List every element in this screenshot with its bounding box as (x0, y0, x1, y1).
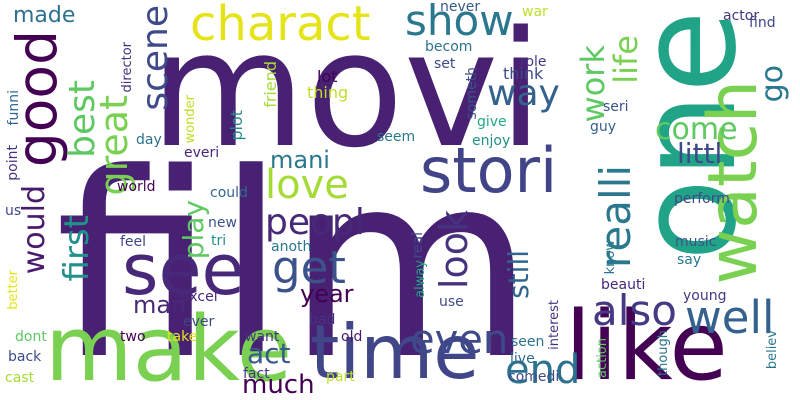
word-interest: interest (547, 300, 562, 350)
word-never: never (440, 0, 481, 15)
word-look: look (432, 210, 476, 290)
word-show: show (405, 0, 514, 45)
word-life: life (607, 35, 645, 84)
word-everi: everi (184, 145, 220, 161)
word-film: film (55, 119, 535, 400)
word-anoth: anoth (271, 239, 312, 255)
word-play: play (177, 200, 210, 260)
word-bad: bad (309, 312, 336, 328)
word-perform: perform (674, 191, 730, 207)
word-seri: seri (603, 99, 629, 115)
word-even: even (410, 317, 509, 363)
word-use: use (439, 294, 464, 310)
word-live: live (510, 351, 535, 367)
word-act: act (247, 337, 291, 370)
word-set: set (434, 56, 456, 72)
word-war: war (522, 4, 548, 20)
word-believ: believ (765, 330, 780, 370)
word-made: made (13, 3, 76, 28)
word-come: come (655, 112, 738, 147)
word-old: old (341, 329, 363, 345)
word-guy: guy (590, 119, 617, 135)
word-man: man (133, 291, 187, 319)
word-way: way (487, 73, 560, 114)
word-wonder: wonder (183, 95, 198, 144)
word-young: young (683, 288, 727, 304)
word-day: day (136, 132, 162, 148)
word-someth: someth (464, 67, 480, 120)
word-think: think (503, 64, 544, 83)
word-back: back (8, 349, 42, 365)
word-still: still (502, 250, 535, 299)
word-music: music (675, 234, 717, 250)
word-would: would (17, 185, 52, 275)
word-movi: movi (150, 0, 543, 183)
word-make: make (45, 297, 293, 400)
word-action: action (595, 338, 610, 379)
word-director: director (120, 42, 135, 93)
word-year: year (300, 280, 354, 308)
word-peopl: peopl (265, 202, 365, 243)
word-seem: seem (377, 129, 416, 145)
word-though: though (656, 330, 671, 377)
word-plot: plot (227, 110, 246, 141)
word-actor: actor (723, 8, 760, 24)
word-thing: thing (307, 83, 349, 102)
word-know: know (603, 240, 618, 275)
word-say: say (677, 252, 702, 268)
word-part: part (326, 369, 355, 385)
word-well: well (685, 291, 775, 344)
word-get: get (272, 241, 346, 294)
word-time: time (310, 308, 480, 396)
word-go: go (755, 65, 790, 103)
word-better: better (6, 270, 21, 310)
word-much: much (242, 370, 315, 400)
word-us: us (5, 203, 22, 219)
word-ever: ever (183, 314, 215, 330)
word-could: could (210, 185, 248, 201)
word-alway: alway (413, 260, 428, 298)
word-scene: scene (135, 5, 176, 111)
word-like: like (565, 292, 728, 400)
word-watch: watch (694, 80, 773, 285)
word-fact: fact (243, 366, 270, 382)
word-enjoy: enjoy (472, 133, 511, 149)
word-end: end (505, 347, 581, 393)
word-take: take (167, 329, 198, 345)
word-funni: funni (6, 90, 22, 126)
word-see: see (122, 229, 245, 311)
word-littl: littl (677, 137, 723, 170)
word-tri: tri (211, 233, 227, 249)
word-give: give (477, 114, 507, 130)
word-find: find (749, 15, 776, 31)
word-friend: friend (261, 61, 280, 108)
word-love: love (265, 162, 349, 208)
word-comedi: comedi (508, 369, 560, 385)
word-stori: stori (420, 134, 558, 207)
word-real: real (410, 232, 426, 259)
word-dont: dont (15, 329, 47, 345)
word-feel: feel (120, 234, 147, 250)
word-beauti: beauti (601, 277, 646, 293)
word-lot: lot (317, 67, 338, 86)
word-excel: excel (181, 289, 218, 305)
word-point: point (5, 145, 21, 181)
word-role: role (520, 54, 547, 70)
word-best: best (62, 80, 103, 158)
word-two: two (120, 329, 146, 345)
word-seen: seen (511, 334, 545, 350)
word-new: new (208, 215, 237, 231)
word-becom: becom (425, 39, 473, 55)
word-charact: charact (190, 0, 371, 52)
word-world: world (117, 179, 156, 195)
word-also: also (592, 286, 677, 335)
word-mani: mani (270, 146, 330, 174)
word-want: want (245, 329, 280, 345)
word-first: first (57, 215, 97, 282)
word-cast: cast (5, 370, 35, 386)
